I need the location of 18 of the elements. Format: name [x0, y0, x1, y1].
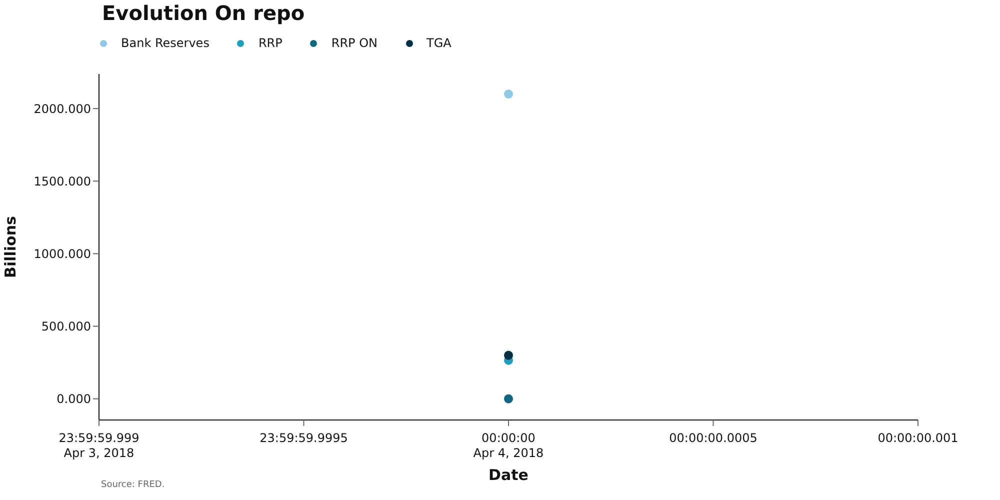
x-tick-label: 00:00:00.001 [878, 431, 958, 445]
y-tick-label: 1000.000 [34, 246, 91, 261]
y-tick-label: 500.000 [41, 320, 91, 334]
chart-title: Evolution On repo [102, 1, 305, 25]
x-tick-label: 00:00:00 Apr 4, 2018 [473, 431, 544, 460]
x-tick-label: 23:59:59.9995 [260, 431, 348, 445]
legend-label: Bank Reserves [121, 36, 210, 50]
source-note: Source: FRED. [101, 480, 165, 490]
legend-label: TGA [426, 36, 452, 50]
y-tick-label: 2000.000 [34, 102, 91, 116]
y-tick-label: 1500.000 [34, 174, 91, 188]
x-tick-label: 00:00:00.0005 [669, 431, 758, 445]
y-axis-title: Billions [1, 216, 20, 278]
y-tick-label: 0.000 [56, 392, 91, 406]
x-tick-label: 23:59:59.999 Apr 3, 2018 [58, 431, 140, 460]
legend-label: RRP [258, 36, 282, 50]
legend-label: RRP ON [331, 36, 378, 50]
x-axis-title: Date [488, 466, 528, 484]
